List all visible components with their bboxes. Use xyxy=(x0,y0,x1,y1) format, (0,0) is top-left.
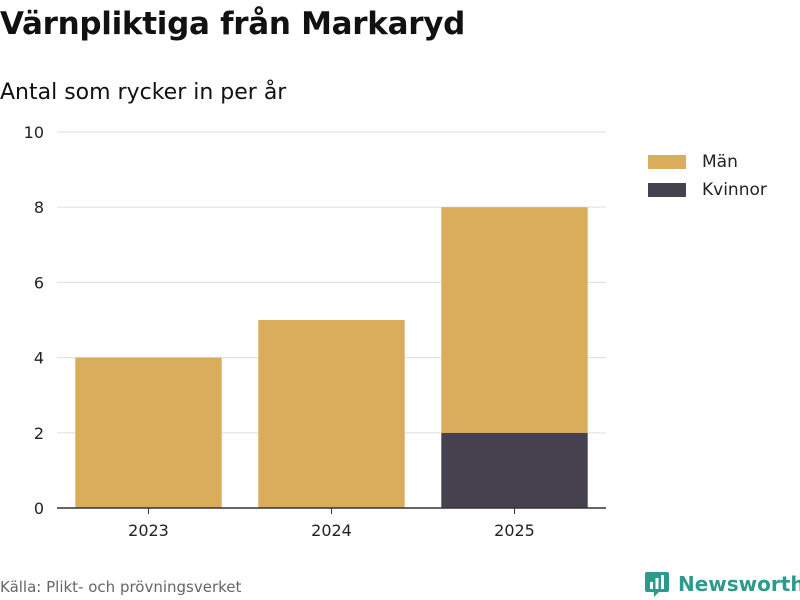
x-tick-label-2025: 2025 xyxy=(494,521,535,540)
legend: Män Kvinnor xyxy=(648,148,767,204)
legend-swatch-kvinnor xyxy=(648,183,686,197)
y-tick-label-8: 8 xyxy=(34,198,44,217)
bar-2025-kvinnor xyxy=(441,432,588,508)
legend-label-man: Män xyxy=(702,152,738,172)
y-tick-label-0: 0 xyxy=(34,499,44,518)
y-tick-label-10: 10 xyxy=(24,123,44,142)
axes: 0 2 4 6 8 10 2023 2024 2025 xyxy=(24,123,606,540)
bar-2024-män xyxy=(258,320,405,508)
legend-item-kvinnor: Kvinnor xyxy=(648,176,767,204)
chart-title: Värnpliktiga från Markaryd xyxy=(0,6,466,42)
y-tick-label-4: 4 xyxy=(34,349,44,368)
bar-2023-män xyxy=(75,357,222,508)
bar-2025-män xyxy=(441,207,588,433)
y-tick-label-6: 6 xyxy=(34,273,44,292)
brand-name: Newsworthy xyxy=(678,572,800,596)
y-tick-label-2: 2 xyxy=(34,424,44,443)
x-tick-label-2023: 2023 xyxy=(128,521,169,540)
chart-subtitle: Antal som rycker in per år xyxy=(0,80,287,105)
brand-logo: Newsworthy xyxy=(644,570,800,598)
legend-swatch-man xyxy=(648,155,686,169)
legend-label-kvinnor: Kvinnor xyxy=(702,180,767,200)
bars xyxy=(75,207,588,508)
legend-item-man: Män xyxy=(648,148,767,176)
newsworthy-logo-icon xyxy=(645,572,669,597)
source-note: Källa: Plikt- och prövningsverket xyxy=(0,578,242,596)
x-tick-label-2024: 2024 xyxy=(311,521,352,540)
